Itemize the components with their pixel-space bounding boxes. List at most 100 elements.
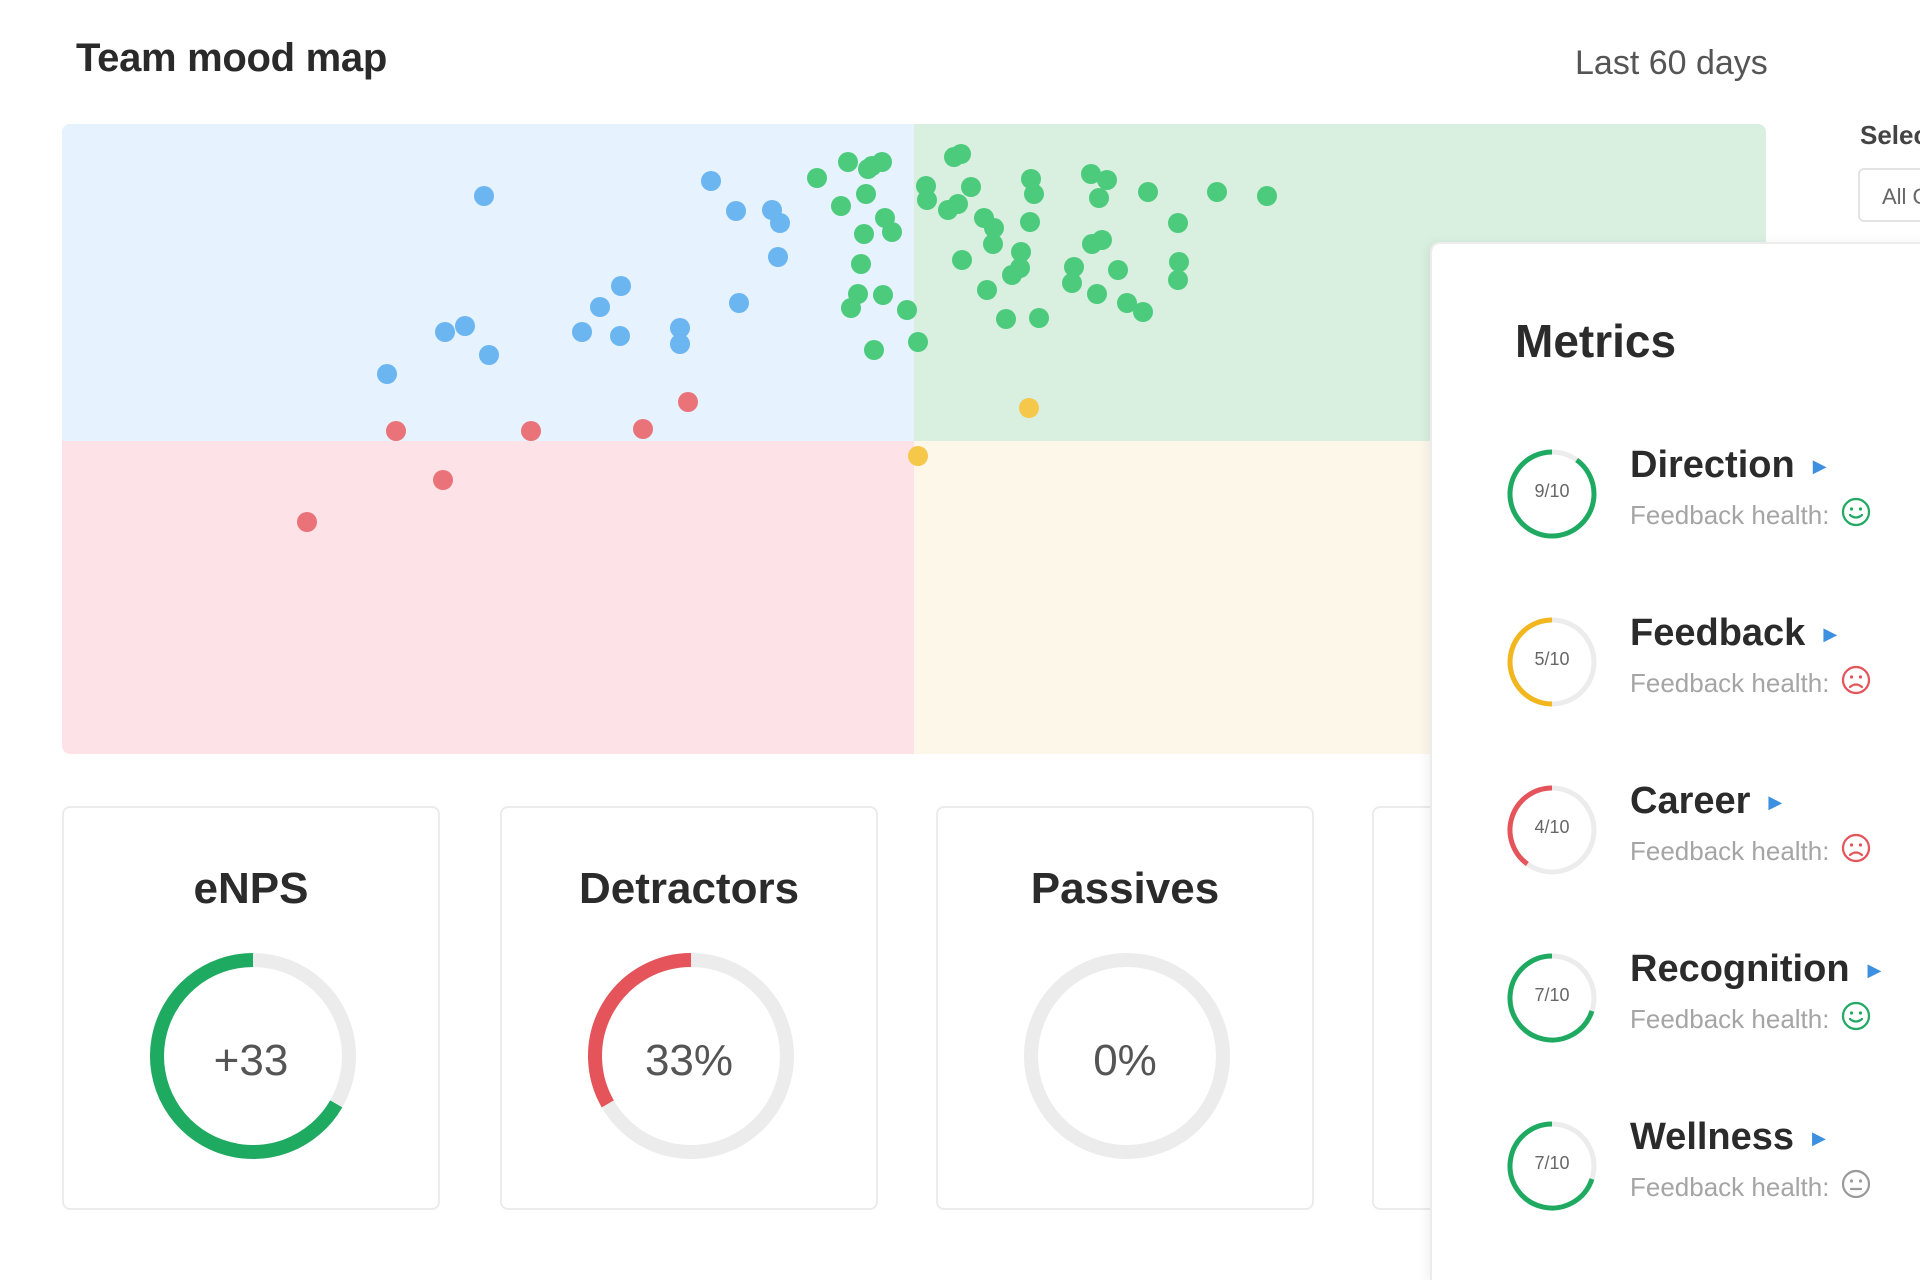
green-mood-dot[interactable] [882,222,902,242]
red-mood-dot[interactable] [678,392,698,412]
green-mood-dot[interactable] [938,200,958,220]
blue-mood-dot[interactable] [770,213,790,233]
blue-mood-dot[interactable] [729,293,749,313]
green-mood-dot[interactable] [1081,164,1101,184]
green-mood-dot[interactable] [1029,308,1049,328]
green-mood-dot[interactable] [1011,242,1031,262]
blue-mood-dot[interactable] [377,364,397,384]
green-mood-dot[interactable] [1021,169,1041,189]
blue-mood-dot[interactable] [701,171,721,191]
blue-mood-dot[interactable] [590,297,610,317]
play-arrow-icon[interactable]: ▶ [1867,960,1882,981]
metric-recognition[interactable]: 7/10 Recognition ▶ Feedback health: [1432,940,1920,1060]
detractors-card[interactable]: Detractors 33% [500,806,878,1210]
green-mood-dot[interactable] [977,280,997,300]
green-mood-dot[interactable] [908,332,928,352]
green-mood-dot[interactable] [873,285,893,305]
face-outline [1841,1001,1871,1031]
red-mood-dot[interactable] [633,419,653,439]
detractors-value: 33% [644,1036,734,1085]
green-mood-dot[interactable] [848,284,868,304]
metric-feedback[interactable]: 5/10 Feedback ▶ Feedback health: [1432,604,1920,724]
blue-mood-dot[interactable] [474,186,494,206]
face-eye [1849,507,1854,511]
face-mouth [1848,851,1864,857]
green-mood-dot[interactable] [1168,213,1188,233]
sad-face-icon [1841,665,1871,695]
face-eye [1858,1179,1863,1183]
metric-wellness[interactable]: 7/10 Wellness ▶ Feedback health: [1432,1108,1920,1228]
green-mood-dot[interactable] [983,234,1003,254]
green-mood-dot[interactable] [951,144,971,164]
sad-face-icon [1841,833,1871,863]
play-arrow-icon[interactable]: ▶ [1812,1128,1826,1149]
green-mood-dot[interactable] [1082,234,1102,254]
green-mood-dot[interactable] [1108,260,1128,280]
passives-card[interactable]: Passives 0% [936,806,1314,1210]
green-mood-dot[interactable] [862,156,882,176]
red-mood-dot[interactable] [386,421,406,441]
red-mood-dot[interactable] [297,512,317,532]
face-eye [1849,675,1854,679]
yellow-mood-dot[interactable] [1019,398,1039,418]
career-health-label: Feedback health: [1630,836,1830,866]
green-mood-dot[interactable] [864,340,884,360]
wellness-name: Wellness ▶ [1630,1116,1826,1158]
blue-mood-dot[interactable] [479,345,499,365]
green-mood-dot[interactable] [1062,273,1082,293]
green-mood-dot[interactable] [996,309,1016,329]
green-mood-dot[interactable] [1207,182,1227,202]
green-mood-dot[interactable] [1087,284,1107,304]
select-dropdown[interactable]: All C [1858,168,1920,222]
blue-mood-dot[interactable] [768,247,788,267]
green-mood-dot[interactable] [1117,293,1137,313]
green-mood-dot[interactable] [1064,257,1084,277]
gauge-arc [588,953,692,1108]
green-mood-dot[interactable] [897,300,917,320]
career-score: 4/10 [1534,817,1570,837]
yellow-mood-dot[interactable] [908,446,928,466]
green-mood-dot[interactable] [807,168,827,188]
green-mood-dot[interactable] [1168,270,1188,290]
blue-mood-dot[interactable] [670,318,690,338]
green-mood-dot[interactable] [961,177,981,197]
green-mood-dot[interactable] [1020,212,1040,232]
ring-arc [1507,617,1553,707]
green-mood-dot[interactable] [854,224,874,244]
green-mood-dot[interactable] [831,196,851,216]
green-mood-dot[interactable] [1133,302,1153,322]
blue-mood-dot[interactable] [572,322,592,342]
red-mood-dot[interactable] [521,421,541,441]
date-range-label[interactable]: Last 60 days [1575,44,1768,82]
green-mood-dot[interactable] [838,152,858,172]
green-mood-dot[interactable] [1257,186,1277,206]
green-mood-dot[interactable] [1097,170,1117,190]
metric-direction[interactable]: 9/10 Direction ▶ Feedback health: [1432,436,1920,556]
play-arrow-icon[interactable]: ▶ [1768,792,1783,813]
blue-mood-dot[interactable] [610,326,630,346]
metric-career[interactable]: 4/10 Career ▶ Feedback health: [1432,772,1920,892]
gauge-arc [150,953,343,1159]
face-eye [1858,507,1863,511]
blue-mood-dot[interactable] [611,276,631,296]
play-arrow-icon[interactable]: ▶ [1823,624,1838,645]
green-mood-dot[interactable] [851,254,871,274]
blue-mood-dot[interactable] [455,316,475,336]
blue-mood-dot[interactable] [726,201,746,221]
green-mood-dot[interactable] [856,184,876,204]
green-mood-dot[interactable] [1138,182,1158,202]
green-mood-dot[interactable] [952,250,972,270]
blue-mood-dot[interactable] [670,334,690,354]
play-arrow-icon[interactable]: ▶ [1812,456,1827,477]
red-mood-dot[interactable] [433,470,453,490]
feedback-name: Feedback ▶ [1630,612,1838,654]
green-mood-dot[interactable] [917,190,937,210]
green-mood-dot[interactable] [1002,265,1022,285]
green-mood-dot[interactable] [984,218,1004,238]
green-mood-dot[interactable] [1024,184,1044,204]
green-mood-dot[interactable] [1089,188,1109,208]
blue-mood-dot[interactable] [435,322,455,342]
enps-card[interactable]: eNPS +33 [62,806,440,1210]
enps-title: eNPS [193,864,309,913]
green-mood-dot[interactable] [1169,252,1189,272]
